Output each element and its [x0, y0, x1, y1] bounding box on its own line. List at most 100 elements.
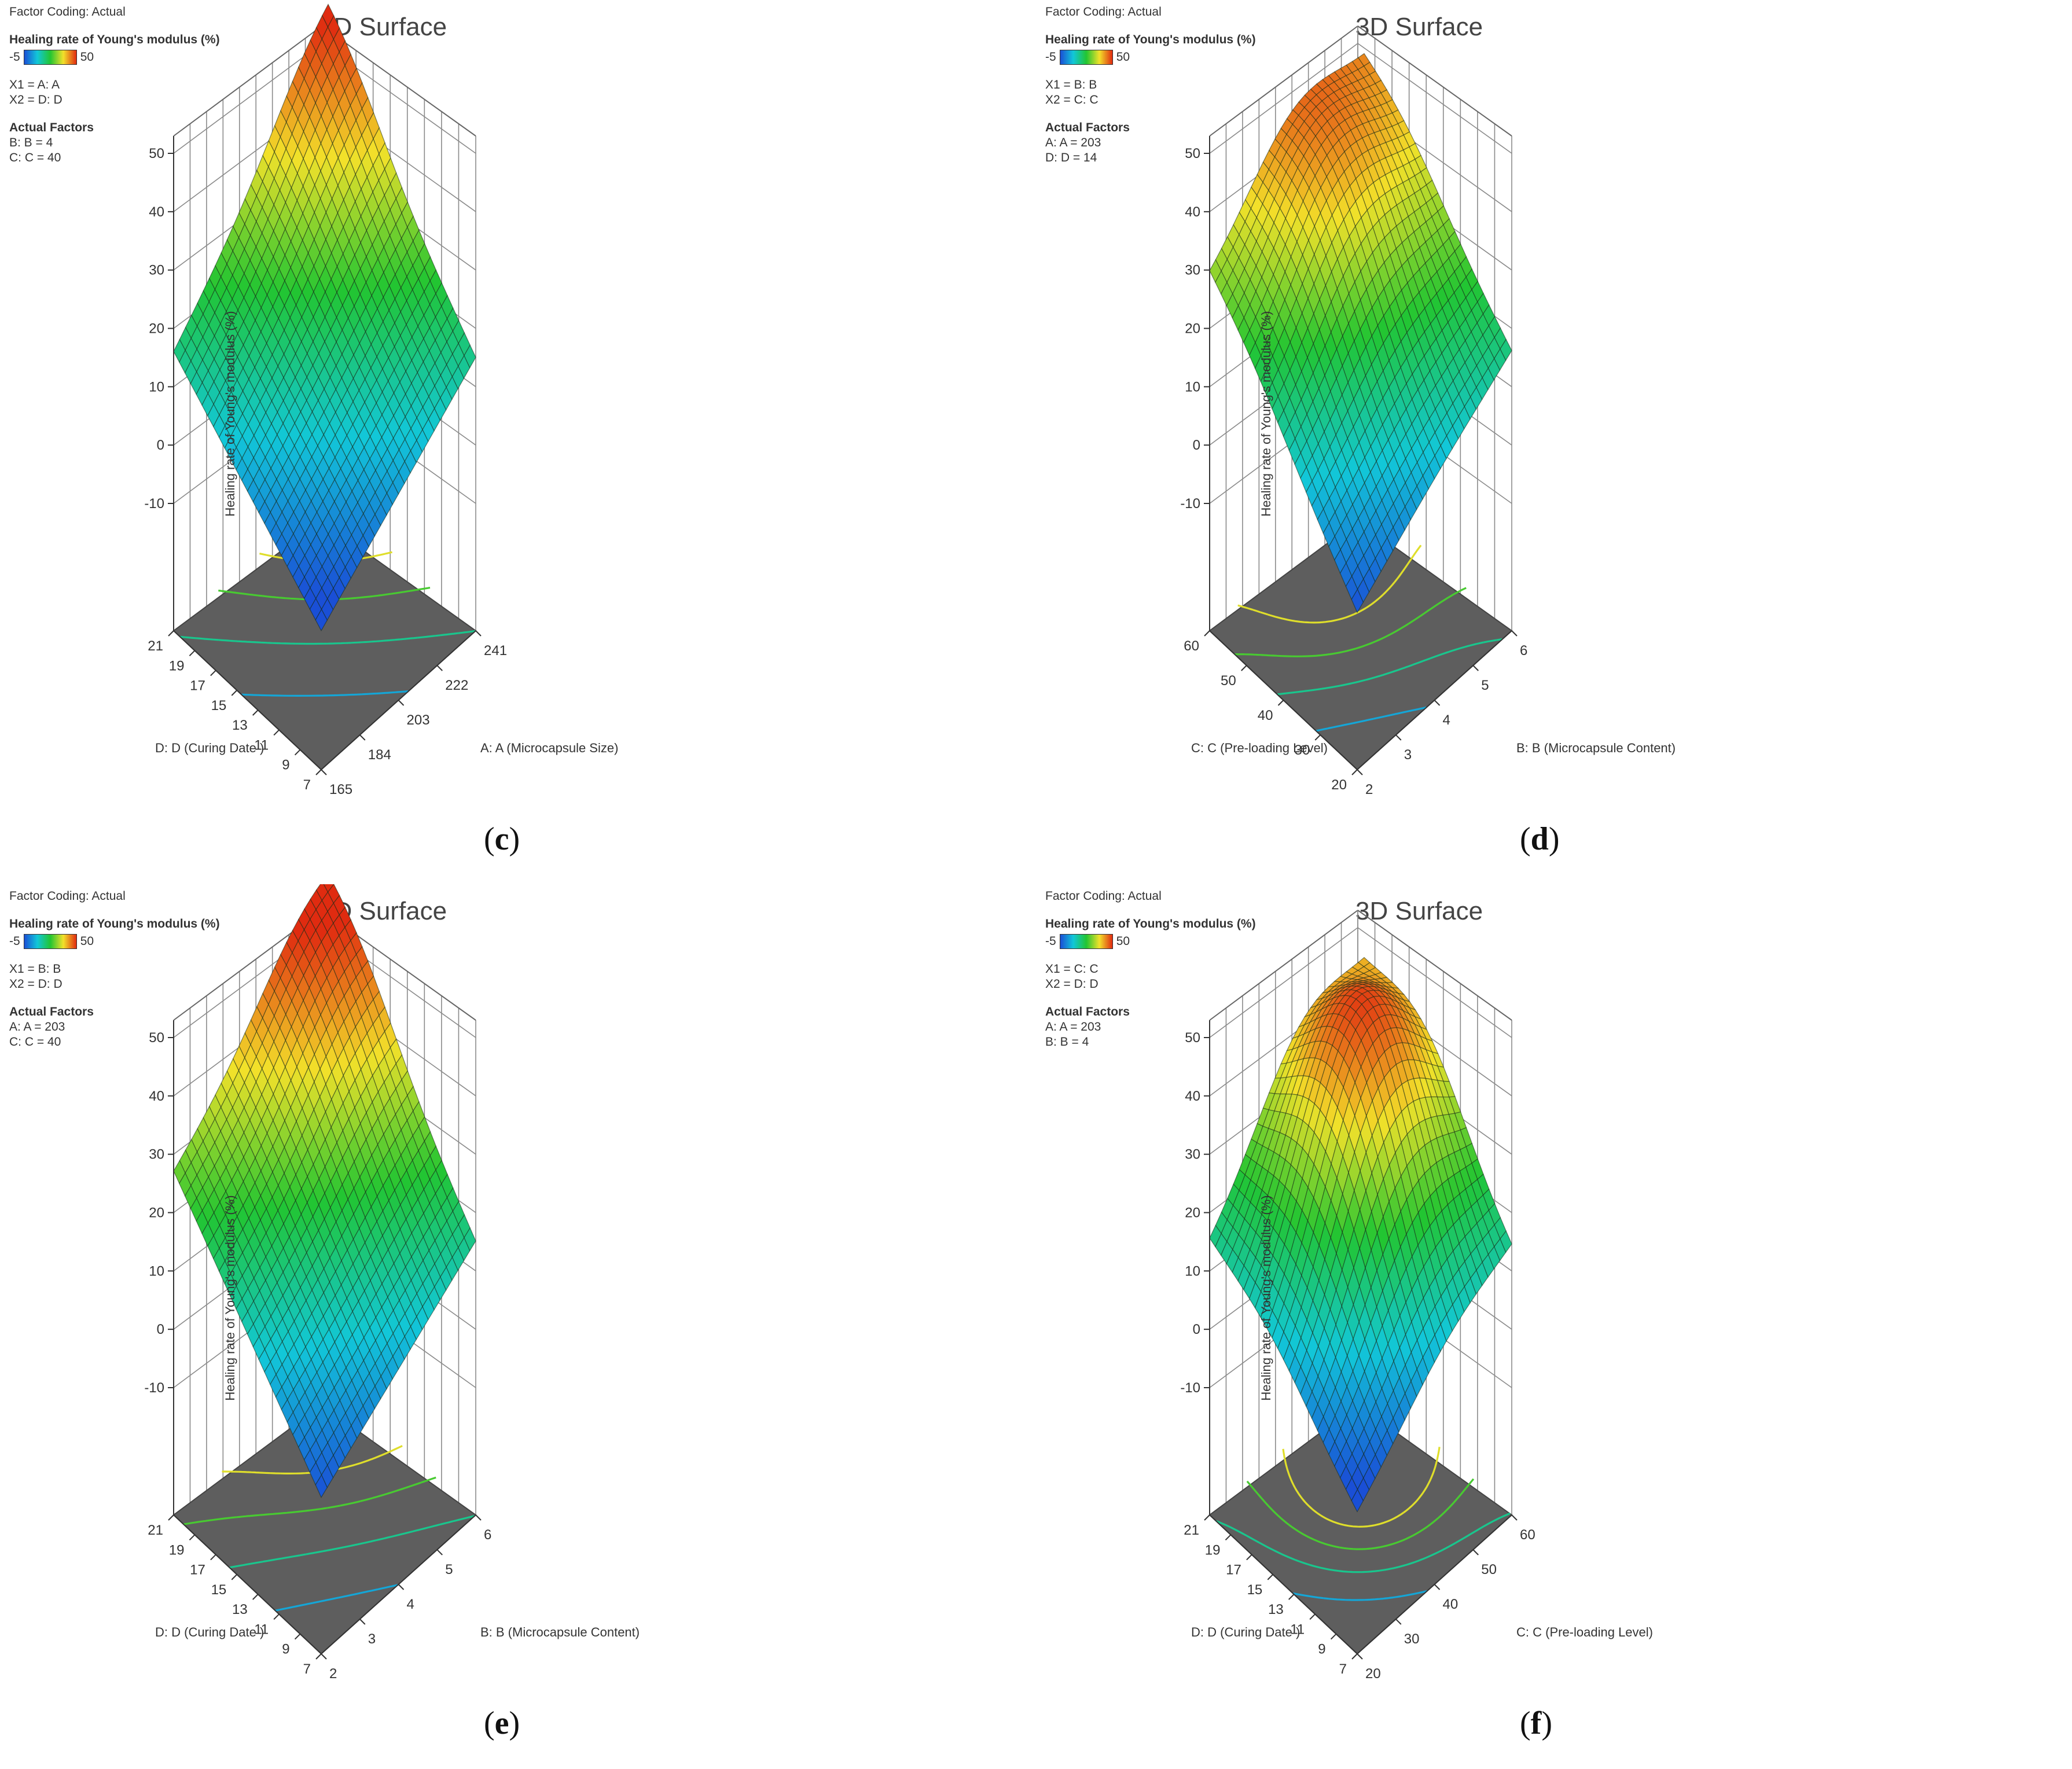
x1-tick-label: 6 — [484, 1527, 491, 1543]
x2-tick-label: 17 — [1226, 1562, 1241, 1578]
colorbar: -5 50 — [9, 934, 220, 949]
x1-axis-label: C: C (Pre-loading Level) — [1516, 1625, 1653, 1639]
surface-cell — [315, 1474, 328, 1498]
surface-plot: 50 40 30 20 10 0 -10 Healing rate of Young's mo… — [144, 3, 618, 797]
x1-tick-label: 5 — [1481, 678, 1489, 693]
colorbar-min: -5 — [1045, 935, 1056, 948]
x2-tick-label: 21 — [148, 1522, 163, 1538]
x1-axis: 2 3 4 5 6 — [321, 1514, 491, 1682]
x2-tick-label: 13 — [232, 1602, 248, 1617]
x1-tick-label: 165 — [329, 782, 352, 797]
x1-assignment: X1 = C: C — [1045, 962, 1099, 976]
colorbar-gradient — [23, 934, 77, 949]
colorbar-max: 50 — [1116, 50, 1130, 64]
x2-axis: 20 30 40 50 60 — [1184, 630, 1358, 793]
contour-line — [1282, 1447, 1441, 1528]
z-tick-label: 10 — [1185, 1263, 1200, 1279]
colorbar-max: 50 — [80, 935, 94, 948]
x1-tick-label: 5 — [445, 1562, 453, 1577]
x2-axis: 79 11 13 15 17 19 21 — [1184, 1514, 1358, 1677]
surface-mesh — [173, 3, 476, 632]
z-axis-label: Healing rate of Young's modulus (%) — [1259, 311, 1273, 516]
chart-title: 3D Surface — [1355, 897, 1483, 925]
surface-plot: 50 40 30 20 10 0 -10 Healing rate of Young's mo… — [1180, 910, 1653, 1682]
x2-tick-label: 19 — [169, 1542, 185, 1558]
contour-line — [179, 630, 476, 645]
x1-tick-label: 50 — [1481, 1562, 1497, 1577]
contour-line — [1237, 545, 1422, 624]
response-label: Healing rate of Young's modulus (%) — [9, 33, 220, 46]
z-tick-label: 40 — [1185, 204, 1200, 220]
x2-tick-label: 7 — [303, 1661, 311, 1677]
z-tick-label: 0 — [1193, 1322, 1200, 1337]
actual-factor: B: B = 4 — [9, 136, 53, 149]
z-axis: 50 40 30 20 10 0 -10 — [1180, 136, 1210, 631]
x2-tick-label: 11 — [1290, 1621, 1305, 1637]
panel-caption: (f) — [1520, 1705, 1552, 1741]
actual-factor: A: A = 203 — [9, 1020, 65, 1034]
contour-line — [1292, 1590, 1428, 1601]
x1-axis: 165 184 203 222 241 — [321, 630, 507, 797]
z-tick-label: -10 — [144, 496, 164, 512]
chart-info: Factor Coding: Actual Healing rate of You… — [1045, 5, 1256, 166]
x2-tick-label: 21 — [1184, 1522, 1199, 1538]
z-tick-label: -10 — [144, 1380, 164, 1396]
contour-line — [1316, 706, 1427, 732]
x2-axis-label: D: D (Curing Date ) — [155, 1625, 264, 1639]
x2-tick-label: 30 — [1295, 742, 1310, 758]
actual-factor: A: A = 203 — [1045, 136, 1101, 149]
actual-factors-heading: Actual Factors — [9, 1005, 94, 1018]
actual-factor: A: A = 203 — [1045, 1020, 1101, 1034]
x1-tick-label: 203 — [407, 712, 430, 728]
colorbar: -5 50 — [1045, 934, 1256, 949]
x2-axis-label: D: D (Curing Date ) — [155, 741, 264, 755]
panel-caption: (c) — [484, 821, 520, 857]
z-tick-label: 30 — [149, 263, 164, 278]
x1-tick-label: 2 — [329, 1666, 337, 1682]
x2-tick-label: 60 — [1184, 638, 1199, 654]
x1-assignment: X1 = B: B — [9, 962, 61, 976]
x1-tick-label: 2 — [1365, 782, 1373, 797]
x1-axis-label: B: B (Microcapsule Content) — [480, 1625, 640, 1639]
x2-tick-label: 19 — [1205, 1542, 1221, 1558]
x1-tick-label: 30 — [1404, 1631, 1420, 1647]
x2-tick-label: 40 — [1258, 708, 1273, 723]
x2-assignment: X2 = D: D — [1045, 977, 1099, 991]
x1-tick-label: 241 — [484, 643, 507, 659]
z-axis: 50 40 30 20 10 0 -10 — [1180, 1020, 1210, 1515]
chart-panel-c: Factor Coding: Actual Healing rate of You… — [0, 0, 1036, 884]
z-axis-label: Healing rate of Young's modulus (%) — [1259, 1195, 1273, 1400]
chart-panel-e: Factor Coding: Actual Healing rate of You… — [0, 884, 1036, 1768]
z-tick-label: 0 — [157, 437, 164, 453]
colorbar-max: 50 — [1116, 935, 1130, 948]
x2-tick-label: 7 — [303, 777, 311, 793]
z-axis-label: Healing rate of Young's modulus (%) — [223, 311, 237, 516]
z-tick-label: 0 — [1193, 437, 1200, 453]
chart-info: Factor Coding: Actual Healing rate of You… — [9, 889, 220, 1050]
response-label: Healing rate of Young's modulus (%) — [9, 917, 220, 931]
colorbar-min: -5 — [9, 935, 20, 948]
colorbar: -5 50 — [9, 50, 220, 65]
z-axis: 50 40 30 20 10 0 -10 — [144, 1020, 174, 1515]
x1-axis: 20 30 40 50 60 — [1357, 1514, 1535, 1682]
response-label: Healing rate of Young's modulus (%) — [1045, 917, 1256, 931]
x2-tick-label: 7 — [1339, 1661, 1347, 1677]
surface-cell — [315, 608, 328, 632]
z-tick-label: 30 — [1185, 1147, 1200, 1163]
x2-tick-label: 19 — [169, 658, 185, 674]
x2-tick-label: 50 — [1221, 673, 1236, 689]
colorbar-gradient — [1059, 934, 1113, 949]
x2-assignment: X2 = D: D — [9, 977, 63, 991]
factor-coding: Factor Coding: Actual — [9, 889, 126, 903]
x1-tick-label: 3 — [1404, 747, 1412, 763]
x2-tick-label: 11 — [254, 737, 269, 753]
z-tick-label: 30 — [149, 1147, 164, 1163]
surface-plot: 50 40 30 20 10 0 -10 Healing rate of Young's mo… — [1180, 25, 1676, 797]
x1-tick-label: 184 — [368, 747, 391, 763]
z-tick-label: 10 — [1185, 379, 1200, 395]
z-tick-label: 30 — [1185, 263, 1200, 278]
x1-assignment: X1 = B: B — [1045, 78, 1097, 91]
surface-cell — [1351, 1488, 1364, 1513]
caption-letter: e — [494, 1705, 509, 1741]
x1-tick-label: 60 — [1520, 1527, 1535, 1543]
